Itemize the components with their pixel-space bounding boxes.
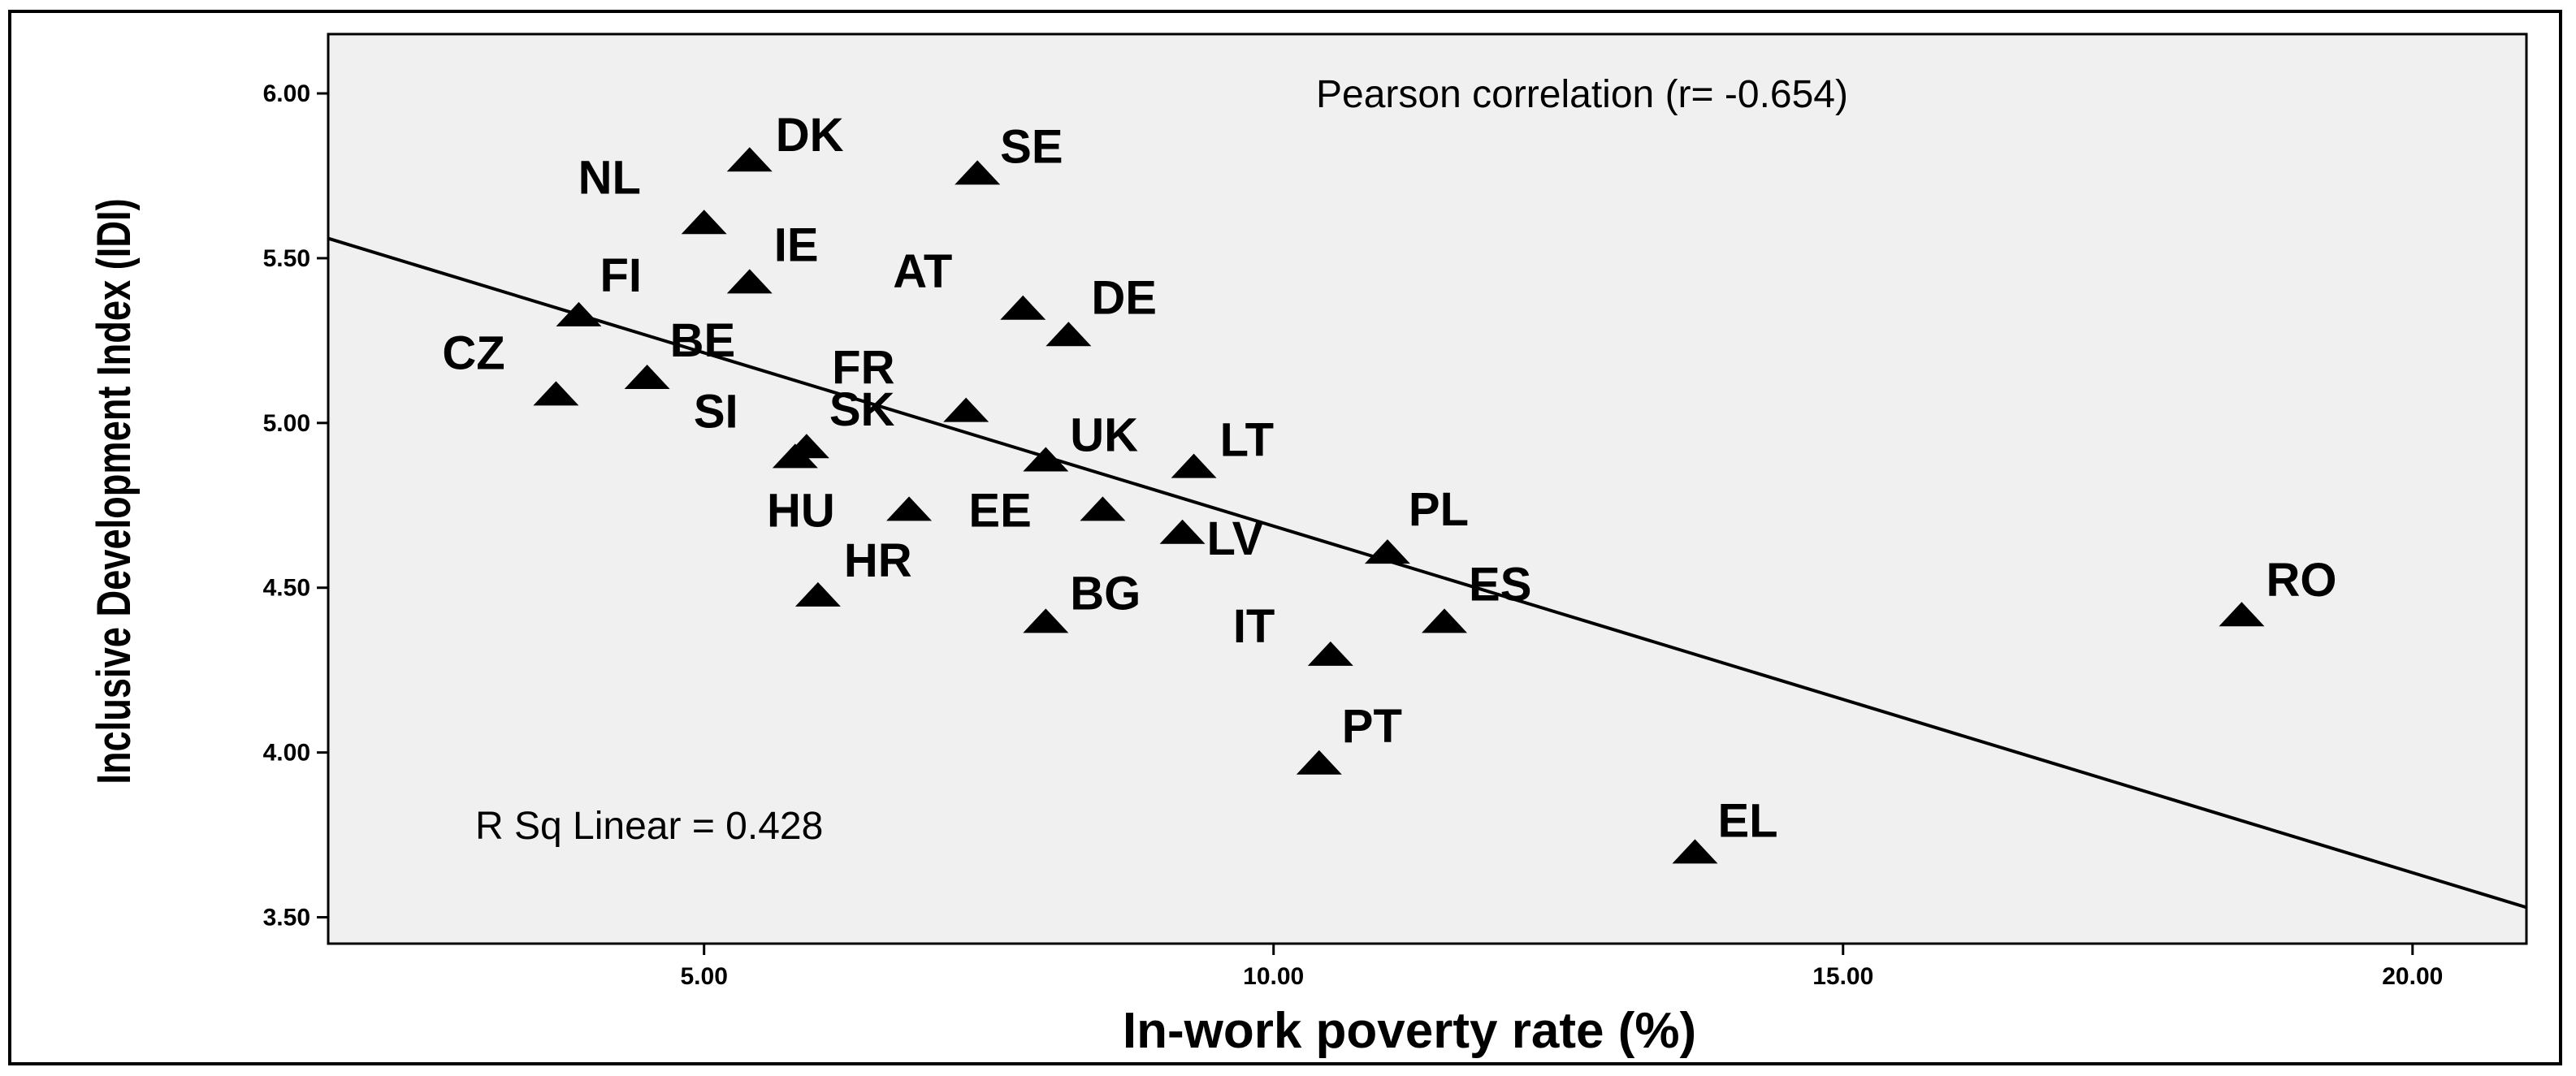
data-point-triangle (1159, 519, 1206, 544)
data-point-triangle (783, 434, 829, 459)
data-point-triangle (955, 160, 1001, 185)
x-tick-label: 15.00 (1812, 963, 1873, 990)
point-label: SK (829, 383, 895, 436)
x-tick-label: 20.00 (2382, 963, 2443, 990)
data-point-triangle (1023, 447, 1069, 472)
point-label: EE (968, 484, 1031, 537)
point-label: IT (1233, 600, 1275, 653)
data-point-triangle (726, 147, 773, 172)
data-point-triangle (1422, 608, 1468, 633)
y-tick-label: 5.00 (263, 410, 310, 437)
x-tick-label: 5.00 (680, 963, 727, 990)
data-point-triangle (1672, 839, 1718, 864)
y-tick-label: 5.50 (263, 245, 310, 272)
y-tick-label: 4.00 (263, 740, 310, 767)
point-label: FI (600, 249, 642, 302)
data-point-triangle (624, 365, 670, 390)
point-label: LT (1220, 414, 1275, 467)
point-label: BG (1070, 567, 1141, 620)
point-label: PL (1409, 483, 1469, 536)
data-point-triangle (681, 210, 727, 235)
data-point-triangle (1171, 453, 1217, 478)
data-point-triangle (726, 269, 773, 294)
data-point-triangle (794, 581, 841, 607)
data-point-triangle (1046, 322, 1092, 347)
data-point-triangle (886, 496, 933, 521)
r-squared-annotation: R Sq Linear = 0.428 (475, 805, 823, 848)
data-point-triangle (1364, 539, 1410, 564)
point-label: SE (1000, 120, 1063, 173)
data-point-triangle (556, 301, 602, 326)
data-point-triangle (1307, 641, 1353, 666)
data-point-triangle (2219, 602, 2265, 627)
point-label: AT (893, 245, 952, 298)
data-point-triangle (533, 381, 579, 406)
data-point-triangle (943, 397, 989, 422)
x-tick-label: 10.00 (1243, 963, 1304, 990)
point-label: BE (670, 314, 736, 367)
y-tick-label: 3.50 (263, 905, 310, 931)
x-axis-ticks: 5.00 10.00 15.00 20.00 (680, 944, 2443, 990)
point-label: CZ (442, 326, 504, 379)
data-point-triangle (1023, 608, 1069, 633)
point-label: DK (776, 109, 844, 162)
y-axis-title: Inclusive Development Index (IDI) (89, 198, 141, 784)
point-label: IE (774, 218, 819, 271)
point-label: PT (1342, 700, 1402, 753)
point-label: DE (1091, 271, 1157, 324)
point-label: LV (1207, 512, 1264, 565)
point-label: HU (767, 484, 835, 537)
point-label: FR (832, 342, 894, 395)
point-label: EL (1717, 794, 1777, 847)
point-label: RO (2266, 554, 2336, 607)
point-label: SI (694, 385, 738, 438)
fit-line-group (327, 236, 2527, 910)
point-label: UK (1070, 408, 1138, 461)
data-point-triangle (1000, 295, 1046, 320)
point-label: NL (578, 151, 641, 204)
point-label: ES (1469, 558, 1531, 611)
y-axis-ticks: 6.00 5.50 5.00 4.50 4.00 3.50 (263, 80, 328, 931)
x-axis-title: In-work poverty rate (%) (1123, 1003, 1696, 1059)
data-point-triangle (1296, 750, 1342, 775)
data-point-triangle (1080, 496, 1126, 521)
plot-area (327, 32, 2528, 945)
y-tick-label: 4.50 (263, 575, 310, 602)
y-tick-label: 6.00 (263, 80, 310, 107)
pearson-annotation: Pearson correlation (r= -0.654) (1316, 73, 1848, 116)
fit-line (327, 236, 2527, 910)
point-label: HR (844, 534, 912, 587)
data-points: DK SE NL IE AT DE FI BE CZ FR SI SK UK LT HU EE LV PL HR BG… (442, 109, 2336, 864)
